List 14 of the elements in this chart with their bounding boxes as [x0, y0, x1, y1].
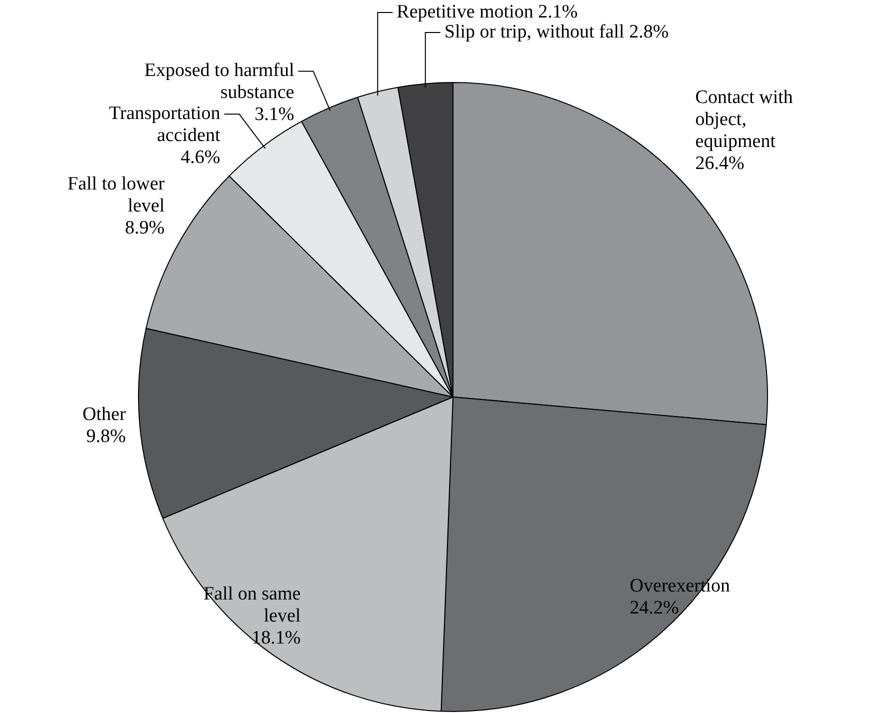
slice-label: Fall to lower level	[68, 174, 166, 217]
data-label: 3.1%	[254, 104, 294, 126]
data-label: 24.2%	[630, 598, 680, 619]
slice-label: Contact with object, equipment	[695, 87, 794, 152]
slice-label: Exposed to harmful substance	[144, 60, 294, 104]
slice-label: Repetitive motion 2.1%	[396, 1, 578, 22]
slice-label: Transportation accident	[109, 103, 221, 146]
data-label: 8.9%	[125, 218, 165, 239]
slice-label: Slip or trip, without fall 2.8%	[444, 21, 669, 42]
data-label: 4.6%	[180, 147, 220, 168]
data-label: 26.4%	[695, 153, 745, 174]
data-label: 9.8%	[86, 426, 126, 447]
data-label: 18.1%	[252, 628, 301, 649]
slice-label: Other	[82, 404, 126, 425]
